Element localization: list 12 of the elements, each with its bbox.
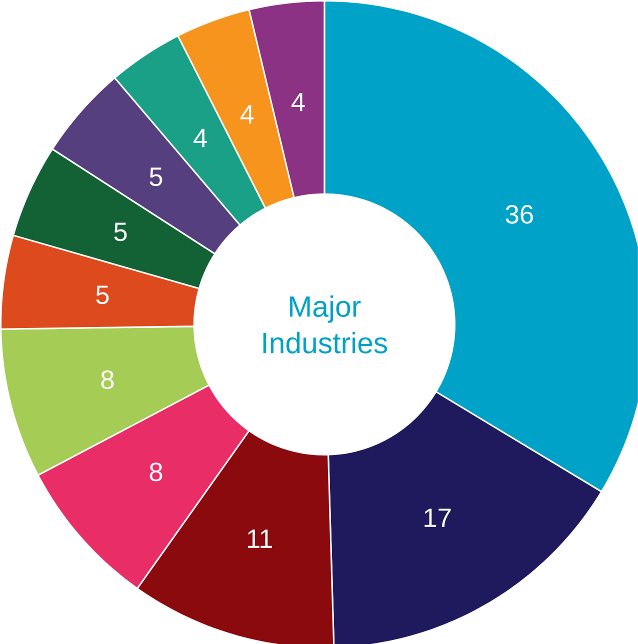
- data-label: 5: [96, 286, 109, 304]
- data-label: 36: [506, 205, 533, 224]
- data-label: 4: [240, 105, 254, 124]
- data-label: 8: [150, 462, 162, 482]
- data-label: 11: [248, 530, 272, 548]
- data-label: 5: [114, 222, 127, 242]
- data-label: 4: [194, 128, 207, 148]
- data-label: 4: [292, 92, 305, 112]
- text: Major Industries: [263, 295, 388, 354]
- data-label: 8: [101, 370, 114, 390]
- data-label: 5: [150, 168, 162, 186]
- data-label: 17: [424, 508, 451, 527]
